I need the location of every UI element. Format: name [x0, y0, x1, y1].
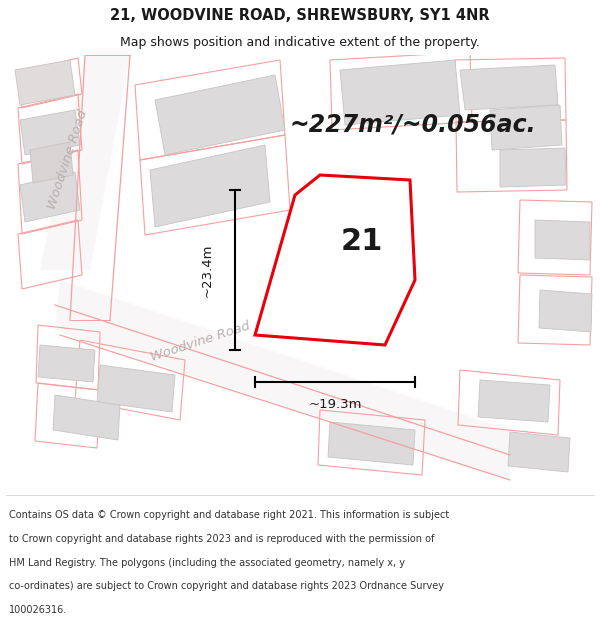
Text: ~227m²/~0.056ac.: ~227m²/~0.056ac. [290, 113, 536, 137]
Polygon shape [30, 142, 73, 183]
Text: ~19.3m: ~19.3m [308, 398, 362, 411]
Polygon shape [53, 395, 120, 440]
Polygon shape [255, 175, 415, 345]
Text: HM Land Registry. The polygons (including the associated geometry, namely x, y: HM Land Registry. The polygons (includin… [9, 558, 405, 568]
Text: ~23.4m: ~23.4m [200, 243, 214, 297]
Text: Woodvine Road: Woodvine Road [149, 320, 251, 364]
Text: Woodvine Road: Woodvine Road [46, 109, 90, 211]
Text: to Crown copyright and database rights 2023 and is reproduced with the permissio: to Crown copyright and database rights 2… [9, 534, 434, 544]
Polygon shape [508, 432, 570, 472]
Polygon shape [20, 110, 80, 155]
Polygon shape [478, 380, 550, 422]
Polygon shape [539, 290, 592, 332]
Polygon shape [20, 172, 80, 222]
Polygon shape [255, 175, 415, 345]
Polygon shape [38, 345, 95, 382]
Text: 21: 21 [340, 227, 383, 256]
Polygon shape [40, 55, 130, 270]
Text: Map shows position and indicative extent of the property.: Map shows position and indicative extent… [120, 36, 480, 49]
Text: 100026316.: 100026316. [9, 605, 67, 615]
Polygon shape [15, 60, 75, 105]
Text: co-ordinates) are subject to Crown copyright and database rights 2023 Ordnance S: co-ordinates) are subject to Crown copyr… [9, 581, 444, 591]
Text: 21, WOODVINE ROAD, SHREWSBURY, SY1 4NR: 21, WOODVINE ROAD, SHREWSBURY, SY1 4NR [110, 8, 490, 23]
Polygon shape [328, 422, 415, 465]
Polygon shape [155, 75, 285, 155]
Polygon shape [490, 105, 562, 150]
Polygon shape [535, 220, 590, 260]
Text: Contains OS data © Crown copyright and database right 2021. This information is : Contains OS data © Crown copyright and d… [9, 510, 449, 520]
Polygon shape [55, 280, 510, 480]
Polygon shape [460, 65, 558, 110]
Polygon shape [150, 145, 270, 227]
Polygon shape [500, 148, 566, 187]
Polygon shape [97, 365, 175, 412]
Polygon shape [340, 60, 460, 125]
